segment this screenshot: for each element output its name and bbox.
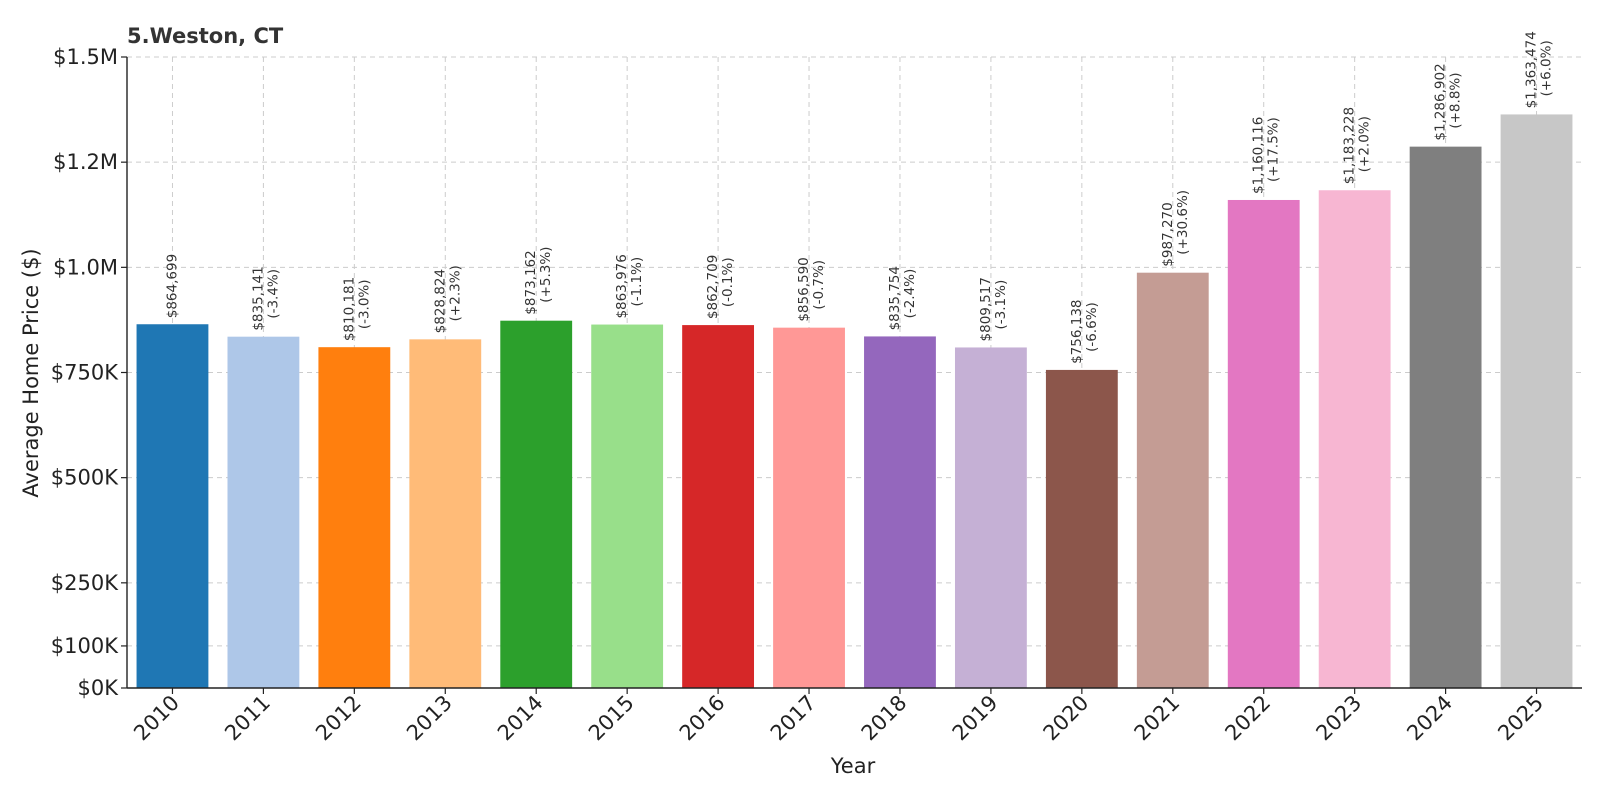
data-label: $835,141 (-3.4%) (250, 266, 281, 330)
value-label: $809,517 (978, 277, 994, 341)
y-tick-label: $1.5M (53, 45, 118, 69)
bar (591, 324, 664, 688)
bar-label-layer: $864,699 $835,141 (-3.4%) $810,181 (-3.0%) $8… (164, 31, 1554, 364)
data-label: $864,699 (164, 254, 180, 318)
bar (864, 336, 936, 688)
value-label: $987,270 (1160, 202, 1176, 266)
x-tick-label: 2014 (493, 691, 548, 746)
value-label: $873,162 (523, 250, 539, 314)
data-label: $1,363,474 (+6.0%) (1524, 31, 1555, 108)
bar (227, 336, 300, 688)
x-tick-label: 2012 (311, 691, 366, 746)
change-label: (-1.1%) (629, 257, 645, 307)
chart-title: 5.Weston, CT (127, 24, 284, 48)
value-label: $756,138 (1069, 299, 1085, 363)
x-tick-label: 2019 (948, 691, 1003, 746)
change-label: (+8.8%) (1448, 72, 1464, 128)
x-tick-label: 2023 (1311, 691, 1366, 746)
y-tick-label: $750K (51, 361, 119, 385)
change-label: (+2.0%) (1357, 116, 1373, 172)
data-label: $1,183,228 (+2.0%) (1342, 107, 1373, 184)
data-label: $809,517 (-3.1%) (978, 277, 1009, 341)
data-label: $1,286,902 (+8.8%) (1433, 63, 1464, 140)
x-tick-label: 2025 (1493, 691, 1548, 746)
data-label: $810,181 (-3.0%) (341, 277, 372, 341)
change-label: (-3.0%) (356, 279, 372, 329)
y-tick-label: $250K (51, 571, 119, 595)
y-axis-label: Average Home Price ($) (19, 248, 43, 497)
change-label: (-6.6%) (1084, 302, 1100, 352)
change-label: (+5.3%) (538, 247, 554, 303)
change-label: (-3.1%) (993, 280, 1009, 330)
value-label: $1,183,228 (1342, 107, 1358, 184)
change-label: (-2.4%) (902, 269, 918, 319)
bar (318, 347, 391, 688)
value-label: $835,754 (887, 266, 903, 330)
data-label: $873,162 (+5.3%) (523, 247, 554, 315)
value-label: $856,590 (796, 257, 812, 321)
data-label: $828,824 (+2.3%) (432, 265, 463, 333)
change-label: (+6.0%) (1539, 40, 1555, 96)
bar (1409, 146, 1482, 689)
data-label: $862,709 (-0.1%) (705, 255, 736, 319)
value-label: $828,824 (432, 269, 448, 333)
bar (1136, 272, 1209, 688)
value-label: $1,363,474 (1524, 31, 1540, 108)
x-tick-label: 2015 (584, 691, 639, 746)
bar (1227, 199, 1300, 688)
value-label: $1,286,902 (1433, 63, 1449, 140)
data-label: $856,590 (-0.7%) (796, 257, 827, 321)
y-tick-label: $500K (51, 466, 119, 490)
value-label: $862,709 (705, 255, 721, 319)
x-tick-label: 2011 (220, 691, 275, 746)
y-tick-label: $100K (51, 634, 119, 658)
bar (682, 325, 755, 688)
value-label: $835,141 (250, 266, 266, 330)
bar (136, 324, 209, 688)
bar-layer (136, 114, 1573, 689)
bar (409, 339, 482, 688)
data-label: $987,270 (+30.6%) (1160, 190, 1191, 267)
x-tick-label: 2018 (857, 691, 912, 746)
bar (1318, 190, 1391, 688)
x-tick-label: 2010 (129, 691, 184, 746)
value-label: $863,976 (614, 254, 630, 318)
change-label: (-0.7%) (811, 260, 827, 310)
data-label: $1,160,116 (+17.5%) (1251, 117, 1282, 194)
change-label: (+30.6%) (1175, 190, 1191, 255)
change-label: (+17.5%) (1266, 117, 1282, 182)
data-label: $756,138 (-6.6%) (1069, 299, 1100, 363)
x-tick-label: 2020 (1039, 691, 1094, 746)
y-tick-label: $1.0M (53, 255, 118, 279)
x-tick-label: 2024 (1402, 691, 1457, 746)
bar (1500, 114, 1573, 688)
x-tick-label: 2013 (402, 691, 457, 746)
bar (773, 327, 845, 688)
bar (500, 320, 573, 688)
change-label: (-0.1%) (720, 257, 736, 307)
data-label: $863,976 (-1.1%) (614, 254, 645, 318)
x-axis-label: Year (830, 754, 876, 778)
data-label: $835,754 (-2.4%) (887, 266, 918, 330)
x-tick-label: 2021 (1130, 691, 1185, 746)
change-label: (-3.4%) (265, 269, 281, 319)
value-label: $810,181 (341, 277, 357, 341)
change-label: (+2.3%) (447, 265, 463, 321)
bar (1045, 369, 1118, 688)
x-tick-label: 2022 (1220, 691, 1275, 746)
x-tick-label: 2016 (675, 691, 730, 746)
y-tick-label: $0K (78, 676, 120, 700)
value-label: $864,699 (164, 254, 180, 318)
bar (954, 347, 1027, 688)
value-label: $1,160,116 (1251, 117, 1267, 194)
x-tick-label: 2017 (766, 691, 821, 746)
y-tick-label: $1.2M (53, 150, 118, 174)
